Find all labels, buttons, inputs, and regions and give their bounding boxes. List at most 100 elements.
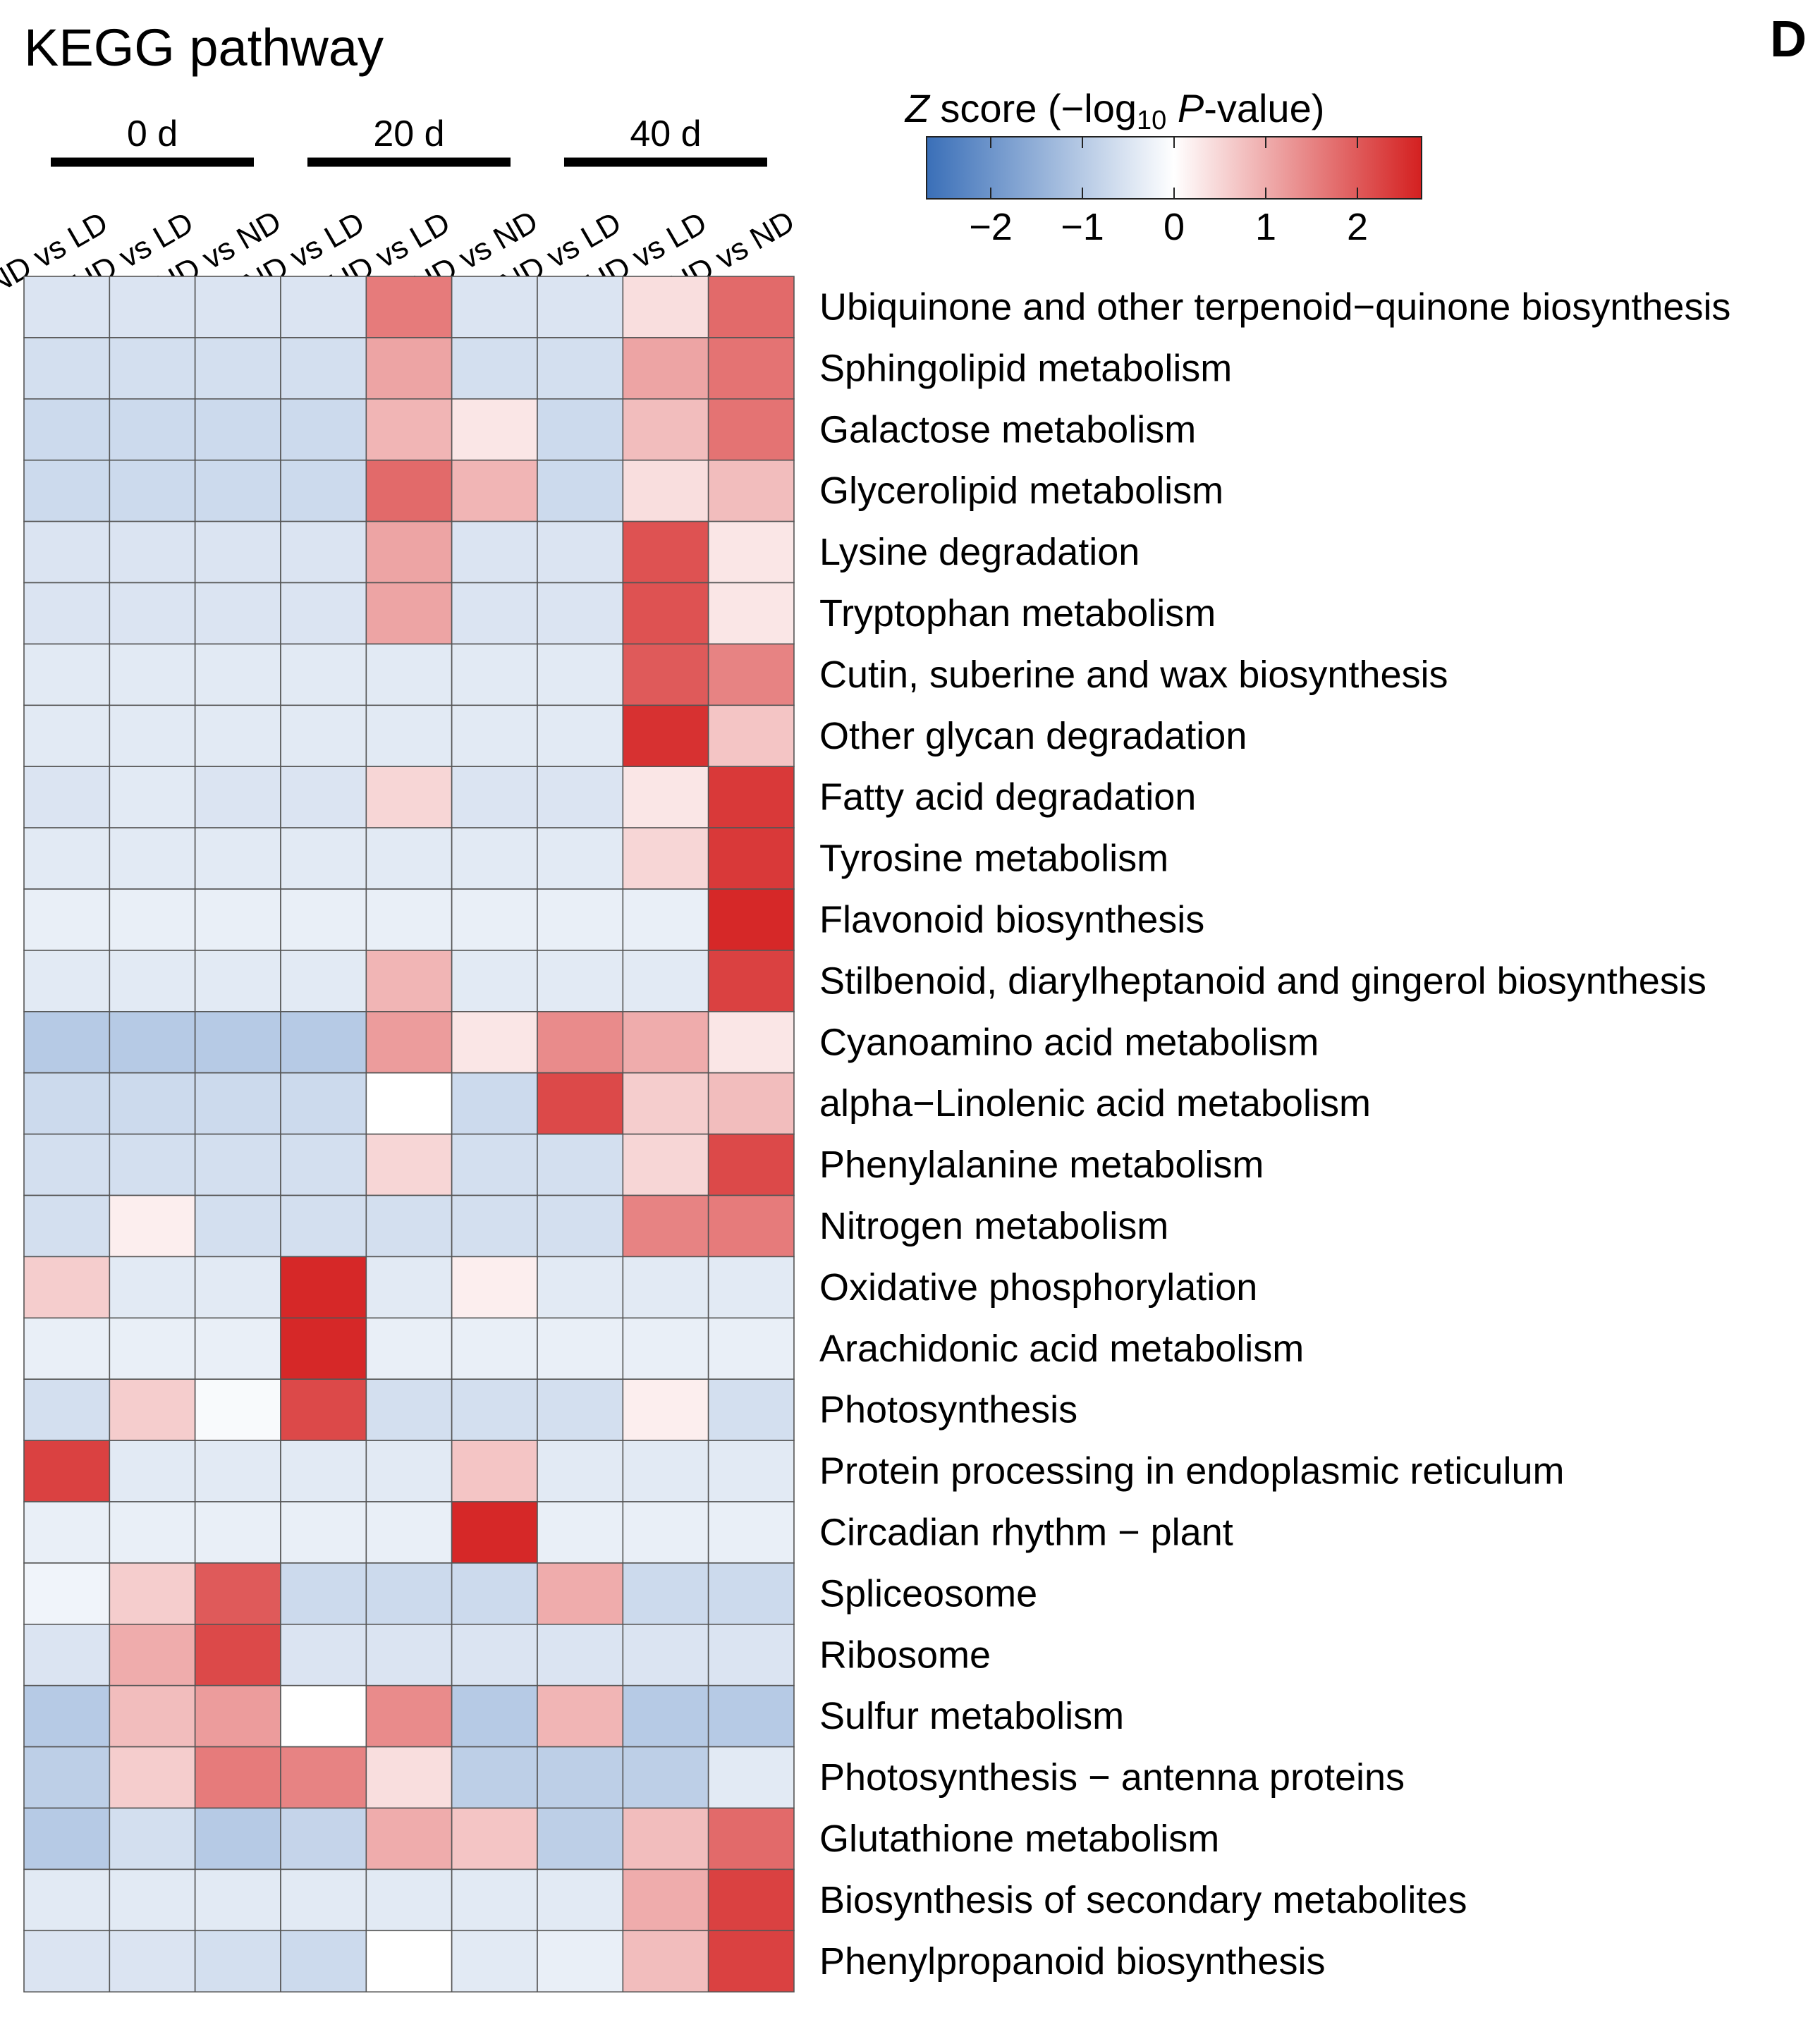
heatmap-cell bbox=[109, 1746, 196, 1809]
heatmap-cell bbox=[280, 1011, 367, 1074]
heatmap-cell bbox=[23, 1072, 111, 1135]
heatmap-cell bbox=[537, 1562, 624, 1625]
heatmap-cell bbox=[23, 1194, 111, 1258]
heatmap-cell bbox=[622, 1011, 709, 1074]
heatmap-cell bbox=[451, 459, 538, 522]
heatmap-cell bbox=[109, 1194, 196, 1258]
heatmap-cell bbox=[109, 459, 196, 522]
heatmap-cell bbox=[194, 1501, 281, 1564]
heatmap-cell bbox=[280, 1624, 367, 1686]
heatmap-cell bbox=[194, 827, 281, 890]
heatmap-cell bbox=[194, 950, 281, 1012]
heatmap-cell bbox=[707, 1133, 795, 1196]
heatmap-cell bbox=[622, 1562, 709, 1625]
heatmap-cell bbox=[622, 520, 709, 584]
heatmap-cell bbox=[707, 1317, 795, 1380]
colorbar-tick-label: 1 bbox=[1255, 206, 1276, 248]
heatmap-cell bbox=[365, 1440, 453, 1502]
heatmap-cell bbox=[622, 1133, 709, 1196]
column-group-label: 0 d bbox=[127, 114, 178, 154]
heatmap-cell bbox=[23, 459, 111, 522]
heatmap-cell bbox=[451, 827, 538, 890]
heatmap-cell bbox=[707, 950, 795, 1012]
heatmap-cell bbox=[707, 398, 795, 461]
heatmap-cell bbox=[194, 1562, 281, 1625]
heatmap-cell bbox=[537, 1807, 624, 1870]
heatmap-cell bbox=[23, 520, 111, 584]
heatmap-cell bbox=[23, 1562, 111, 1625]
heatmap-cell bbox=[622, 337, 709, 400]
heatmap-cell bbox=[280, 643, 367, 706]
heatmap-cell bbox=[707, 1562, 795, 1625]
heatmap-cell bbox=[365, 1072, 453, 1135]
heatmap-cell bbox=[23, 1440, 111, 1502]
colorbar-legend: Z score (−log10 P-value) −2 −1 0 1 2 bbox=[904, 86, 1422, 248]
heatmap-cell bbox=[451, 1684, 538, 1748]
heatmap-cell bbox=[194, 1440, 281, 1502]
heatmap-cell bbox=[707, 1378, 795, 1441]
heatmap-cell bbox=[707, 582, 795, 645]
heatmap-cell bbox=[280, 704, 367, 767]
heatmap-cell bbox=[280, 1256, 367, 1319]
heatmap-cell bbox=[280, 337, 367, 400]
heatmap-cell bbox=[537, 1133, 624, 1196]
row-label: Oxidative phosphorylation bbox=[819, 1266, 1257, 1309]
heatmap-cell bbox=[194, 1868, 281, 1932]
heatmap-cell bbox=[622, 1501, 709, 1564]
heatmap-cell bbox=[280, 398, 367, 461]
heatmap-cell bbox=[451, 888, 538, 951]
heatmap-cell bbox=[622, 1378, 709, 1441]
row-label: Galactose metabolism bbox=[819, 408, 1196, 451]
heatmap-cell bbox=[280, 766, 367, 828]
heatmap-cell bbox=[707, 337, 795, 400]
colorbar-tick-label: −1 bbox=[1061, 206, 1104, 248]
heatmap-cell bbox=[707, 1930, 795, 1993]
heatmap-cell bbox=[109, 1501, 196, 1564]
row-label: Tyrosine metabolism bbox=[819, 838, 1168, 880]
heatmap-cell bbox=[622, 1684, 709, 1748]
heatmap-cell bbox=[23, 582, 111, 645]
row-label: alpha−Linolenic acid metabolism bbox=[819, 1082, 1371, 1125]
heatmap-cell bbox=[109, 1378, 196, 1441]
heatmap-cell bbox=[109, 1072, 196, 1135]
heatmap-cell bbox=[537, 1378, 624, 1441]
heatmap-cell bbox=[707, 704, 795, 767]
heatmap-cell bbox=[365, 950, 453, 1012]
heatmap-cell bbox=[280, 888, 367, 951]
heatmap-cell bbox=[537, 459, 624, 522]
heatmap-cell bbox=[109, 398, 196, 461]
row-label: Photosynthesis bbox=[819, 1389, 1077, 1431]
heatmap-cell bbox=[280, 276, 367, 338]
heatmap-cell bbox=[109, 582, 196, 645]
heatmap-cell bbox=[365, 337, 453, 400]
heatmap-cell bbox=[194, 643, 281, 706]
row-label: Glutathione metabolism bbox=[819, 1818, 1219, 1860]
colorbar-tick-label: 0 bbox=[1164, 206, 1185, 248]
heatmap-cell bbox=[23, 1317, 111, 1380]
heatmap-cells bbox=[23, 276, 795, 1993]
heatmap-cell bbox=[109, 643, 196, 706]
heatmap-cell bbox=[109, 888, 196, 951]
colorbar-tick-label: −2 bbox=[969, 206, 1013, 248]
heatmap-cell bbox=[280, 1807, 367, 1870]
heatmap-cell bbox=[622, 459, 709, 522]
heatmap-cell bbox=[622, 827, 709, 890]
heatmap-cell bbox=[109, 766, 196, 828]
panel-label: D bbox=[1770, 11, 1807, 68]
heatmap-cell bbox=[537, 1684, 624, 1748]
row-label: Ribosome bbox=[819, 1634, 991, 1676]
heatmap-cell bbox=[451, 1807, 538, 1870]
heatmap-cell bbox=[194, 1807, 281, 1870]
heatmap-cell bbox=[23, 1868, 111, 1932]
heatmap-cell bbox=[537, 1317, 624, 1380]
heatmap-cell bbox=[451, 582, 538, 645]
heatmap-cell bbox=[451, 1378, 538, 1441]
heatmap-cell bbox=[451, 1501, 538, 1564]
heatmap-cell bbox=[109, 337, 196, 400]
heatmap-cell bbox=[23, 1807, 111, 1870]
heatmap-cell bbox=[537, 888, 624, 951]
heatmap-cell bbox=[194, 398, 281, 461]
heatmap-cell bbox=[365, 704, 453, 767]
heatmap-cell bbox=[537, 827, 624, 890]
heatmap-cell bbox=[23, 1501, 111, 1564]
